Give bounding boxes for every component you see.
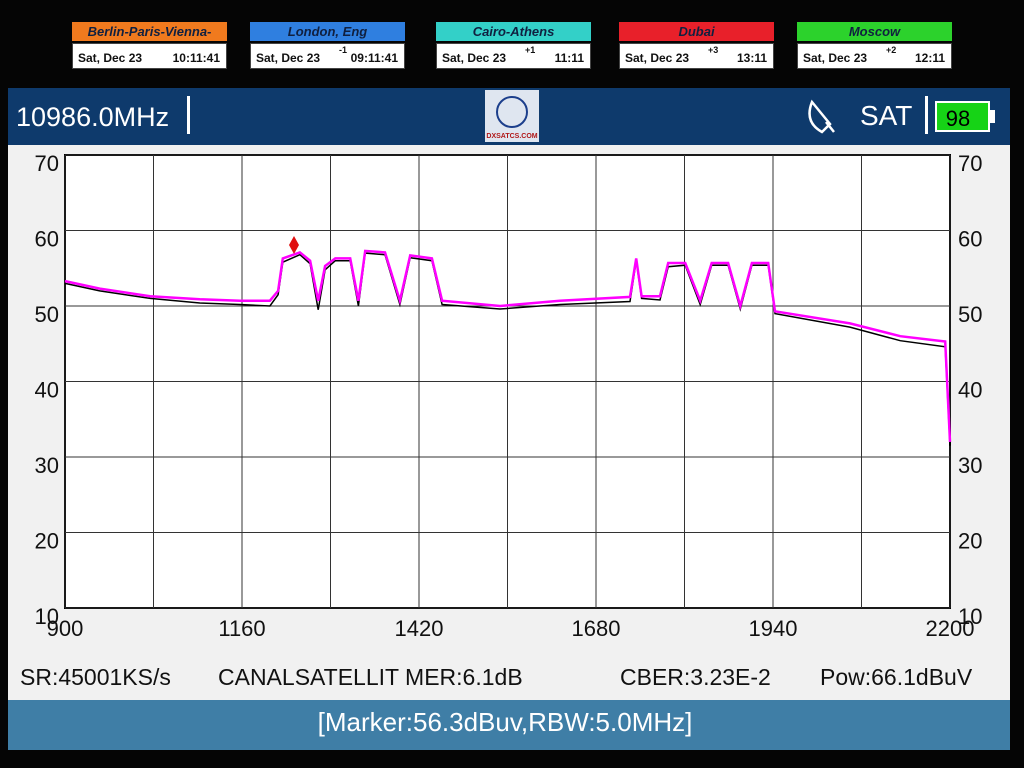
x-tick-label: 900 (47, 616, 84, 641)
y-tick-label: 60 (35, 227, 59, 252)
clock-line: Sat, Dec 23 +2 12:11 (797, 43, 952, 69)
y-tick-label: 50 (958, 302, 982, 327)
battery (935, 101, 990, 132)
mode: SAT (860, 100, 912, 131)
x-tick-label: 1420 (395, 616, 444, 641)
clock-city: Moscow (797, 22, 952, 41)
separator (187, 96, 190, 134)
clock: London, Eng Sat, Dec 23 -1 09:11:41 (250, 22, 405, 69)
clock-time: 13:11 (736, 51, 767, 65)
clock-line: Sat, Dec 23 -1 09:11:41 (250, 43, 405, 69)
clock-date: Sat, Dec 23 (442, 51, 507, 65)
clock-date: Sat, Dec 23 (78, 51, 143, 65)
clock-date: Sat, Dec 23 (256, 51, 321, 65)
y-tick-label: 20 (35, 529, 59, 554)
logo-text: DXSATCS.COM (486, 133, 537, 140)
y-tick-label: 50 (35, 302, 59, 327)
footer-bar (8, 700, 1010, 750)
x-tick-label: 1680 (572, 616, 621, 641)
clock-offset: -1 (339, 45, 348, 55)
clock-time: 11:11 (554, 51, 584, 65)
status-sr: SR:45001KS/s (20, 664, 171, 690)
clock-line: Sat, Dec 23 +1 11:11 (436, 43, 591, 69)
footer-marker: [Marker:56.3dBuv,RBW:5.0MHz] (318, 707, 693, 737)
x-tick-label: 1940 (749, 616, 798, 641)
y-tick-label: 10 (35, 604, 59, 629)
clock: Dubai Sat, Dec 23 +3 13:11 (619, 22, 774, 69)
clock-offset: +2 (886, 45, 897, 55)
y-tick-label: 10 (958, 604, 982, 629)
clock: Cairo-Athens Sat, Dec 23 +1 11:11 (436, 22, 591, 69)
dish-icon (808, 99, 835, 134)
clock-line: Sat, Dec 23 10:11:41 (72, 43, 227, 69)
clock: Berlin-Paris-Vienna-RomaSat, Dec 2310:11… (72, 22, 227, 69)
marker (289, 236, 299, 254)
clock-city: Cairo-Athens (436, 22, 591, 41)
y-tick-label: 60 (958, 227, 982, 252)
clock-date: Sat, Dec 23 (625, 51, 690, 65)
separator (925, 96, 928, 134)
clock-offset: +1 (525, 45, 536, 55)
x-tick-label: 2200 (926, 616, 975, 641)
clock: Moscow Sat, Dec 23 +2 12:11 (797, 22, 952, 69)
y-tick-label: 40 (35, 378, 59, 403)
y-tick-label: 70 (35, 151, 59, 176)
clock-city: London, Eng (250, 22, 405, 41)
status-power: Pow:66.1dBuV (820, 664, 973, 690)
clock-time: 09:11:41 (350, 51, 398, 65)
y-tick-label: 30 (958, 453, 982, 478)
status-channel: CANALSATELLIT MER:6.1dB (218, 664, 523, 690)
series-line (64, 249, 952, 442)
frequency: 10986.0MHz (16, 102, 169, 132)
y-tick-label: 40 (958, 378, 982, 403)
battery-level: 98 (946, 106, 970, 131)
clock-date: Sat, Dec 23 (803, 51, 868, 65)
clock-city: Dubai (619, 22, 774, 41)
clock-line: Sat, Dec 23 +3 13:11 (619, 43, 774, 69)
y-tick-label: 70 (958, 151, 982, 176)
logo-dish (496, 96, 528, 128)
clock-offset: +3 (708, 45, 719, 55)
x-tick-label: 1160 (218, 616, 265, 641)
battery-tip (990, 110, 995, 123)
status-cber: CBER:3.23E-2 (620, 664, 771, 690)
clock-time: 12:11 (914, 51, 945, 65)
y-tick-label: 20 (958, 529, 982, 554)
y-tick-label: 30 (35, 453, 59, 478)
logo (485, 90, 539, 142)
clock-time: 10:11:41 (172, 51, 220, 65)
